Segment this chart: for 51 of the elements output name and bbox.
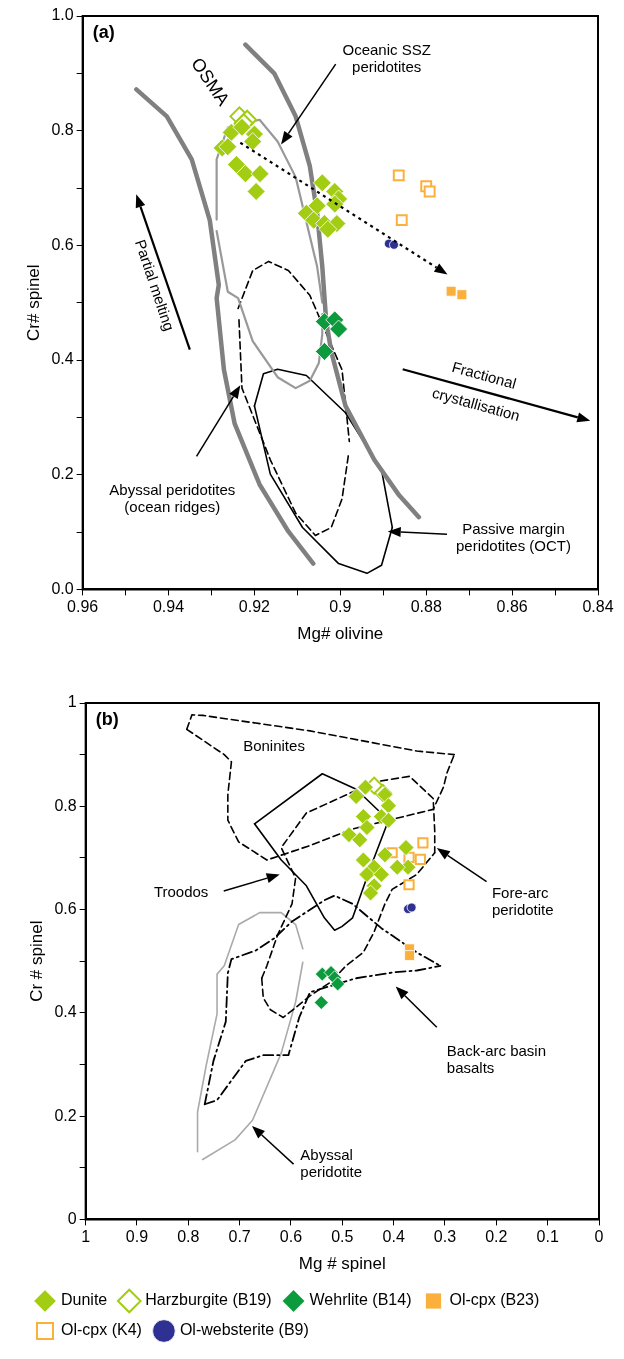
- x-tick-label: 0.8: [177, 1228, 200, 1246]
- legend-label: Ol-cpx (K4): [61, 1321, 142, 1339]
- legend-label: Harzburgite (B19): [145, 1291, 272, 1309]
- x-tick-label: 0.86: [496, 598, 528, 616]
- y-tick-label: 0.4: [51, 350, 74, 368]
- legend-label: Wehrlite (B14): [309, 1291, 412, 1309]
- y-tick-label: 0.4: [54, 1003, 77, 1021]
- annotation: Oceanic SSZ peridotites: [341, 40, 432, 75]
- x-axis-title: Mg# olivine: [297, 624, 384, 644]
- y-tick-label: 1.0: [51, 6, 74, 24]
- annotation: Boninites: [242, 736, 306, 754]
- x-tick-label: 0.84: [582, 598, 614, 616]
- x-tick-label: 0.6: [279, 1228, 303, 1246]
- legend-label: Ol-websterite (B9): [179, 1321, 309, 1339]
- y-tick-label: 0.6: [54, 899, 77, 917]
- x-tick-label: 0.9: [329, 598, 352, 616]
- annotation: Partial melting: [131, 237, 178, 333]
- y-tick-label: 0.0: [51, 579, 74, 597]
- y-tick-label: 0.8: [54, 796, 77, 814]
- x-tick-label: 0.3: [433, 1228, 457, 1246]
- annotation: Abyssal peridotites (ocean ridges): [108, 480, 237, 515]
- x-tick-label: 0.4: [382, 1228, 405, 1246]
- annotation: Fore-arc peridotite: [491, 884, 555, 919]
- y-tick-label: 0.2: [51, 465, 74, 483]
- x-tick-label: 0.94: [152, 598, 185, 616]
- y-tick-label: 0.8: [51, 121, 74, 139]
- x-tick-label: 0.88: [410, 598, 442, 616]
- y-tick-label: 0.2: [54, 1106, 77, 1124]
- x-tick-label: 0.5: [331, 1228, 354, 1246]
- y-axis-title: Cr # spinel: [26, 920, 46, 1002]
- y-tick-label: 1: [67, 693, 77, 711]
- x-tick-label: 0.96: [67, 598, 99, 616]
- y-tick-label: 0.6: [51, 235, 74, 253]
- chart-title: (b): [95, 709, 119, 730]
- x-tick-label: 0.7: [228, 1228, 251, 1246]
- x-tick-label: 0.1: [536, 1228, 559, 1246]
- x-tick-label: 0.2: [485, 1228, 508, 1246]
- x-tick-label: 1: [81, 1228, 91, 1246]
- chart-title: (a): [92, 22, 115, 43]
- legend-label: Ol-cpx (B23): [449, 1291, 540, 1309]
- x-tick-label: 0.9: [125, 1228, 149, 1246]
- legend-label: Dunite: [61, 1291, 108, 1309]
- annotation: Abyssal peridotite: [300, 1146, 364, 1181]
- y-axis-title: Cr# spinel: [23, 264, 43, 341]
- x-tick-label: 0.92: [238, 598, 271, 616]
- x-tick-label: 0: [594, 1228, 604, 1246]
- annotation: Troodos: [152, 882, 210, 900]
- annotation: Passive margin peridotites (OCT): [454, 520, 572, 555]
- annotation: Back-arc basin basalts: [446, 1042, 547, 1077]
- x-axis-title: Mg # spinel: [298, 1254, 386, 1274]
- y-tick-label: 0: [67, 1209, 77, 1227]
